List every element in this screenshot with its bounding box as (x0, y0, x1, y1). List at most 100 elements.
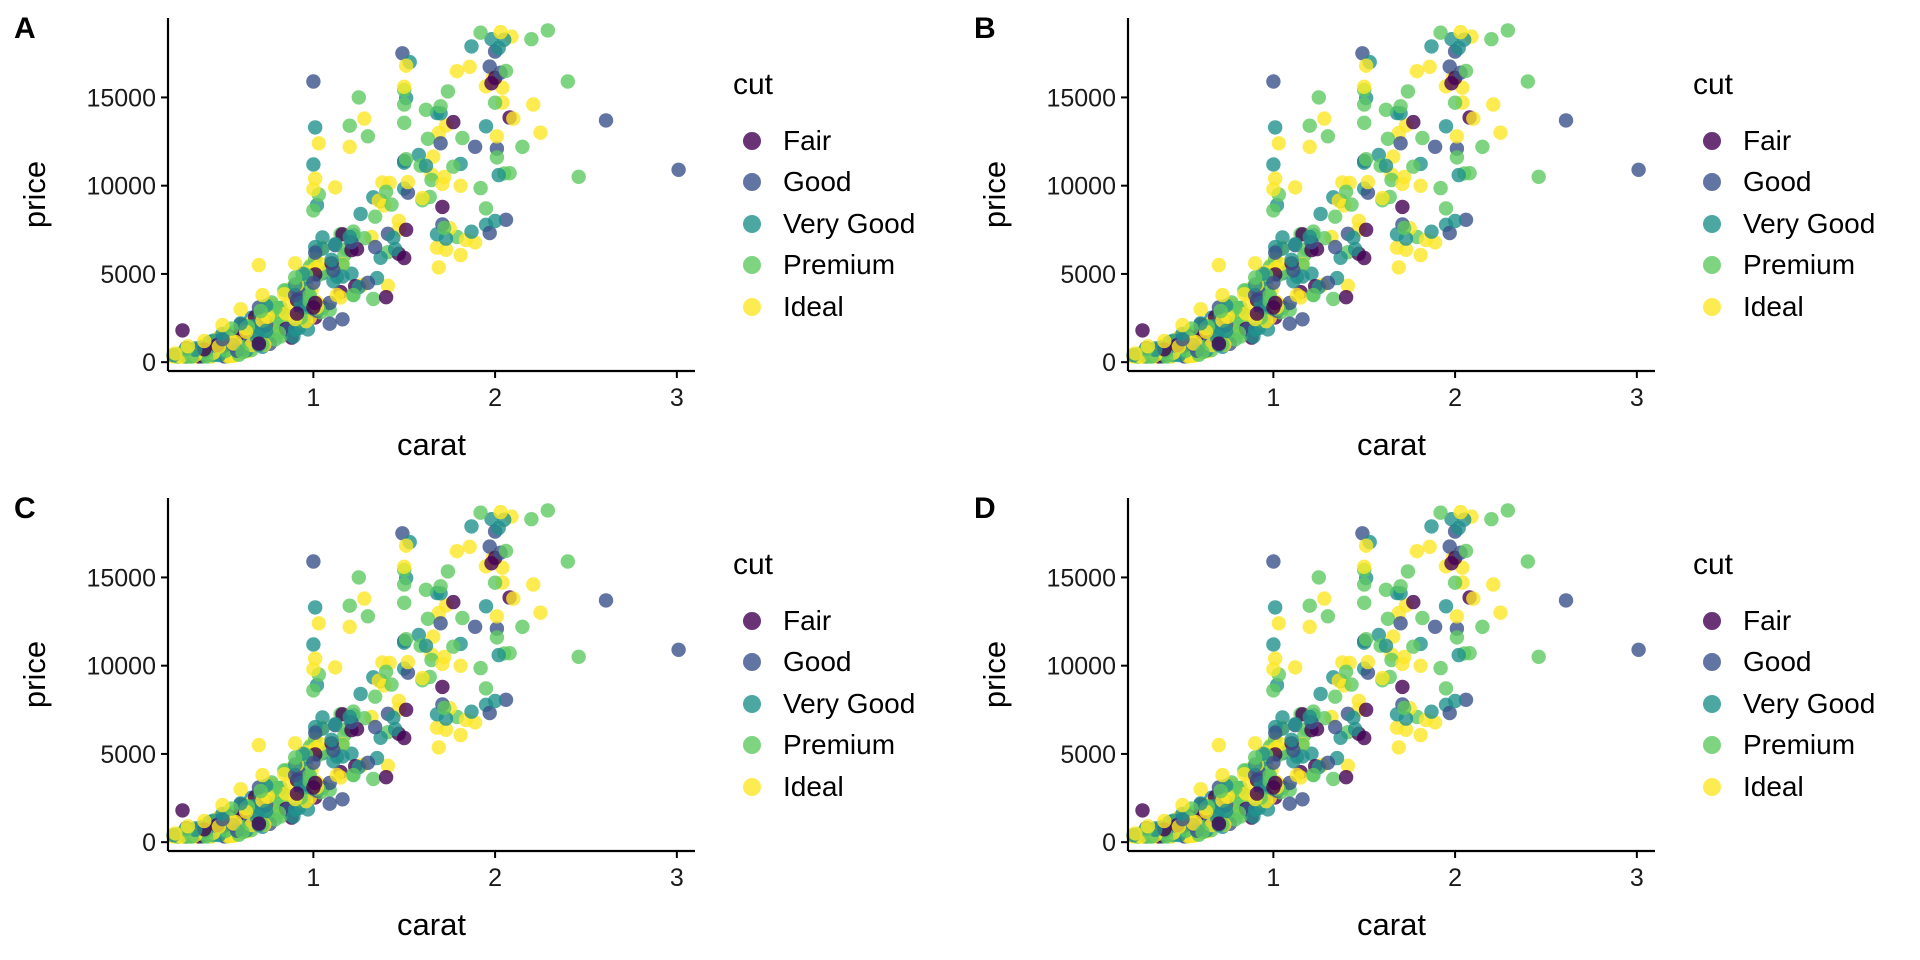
data-point (1449, 129, 1465, 144)
data-point (1393, 136, 1408, 151)
data-point (1266, 74, 1281, 89)
data-point (1378, 582, 1394, 597)
data-point (1228, 812, 1243, 827)
legend-key-icon (743, 611, 761, 630)
data-point (1344, 197, 1359, 212)
data-point (464, 39, 479, 54)
legend-item: Premium (733, 245, 915, 287)
data-point (326, 743, 341, 758)
data-point (1453, 24, 1468, 40)
data-point (1427, 139, 1443, 154)
data-point (1409, 63, 1425, 79)
data-point (1333, 250, 1348, 265)
y-axis-label: price (977, 641, 1012, 708)
data-point (1427, 619, 1443, 634)
legend-key-icon (743, 653, 761, 672)
data-point (506, 111, 521, 126)
legend-item: Good (733, 642, 915, 684)
y-axis-label: price (17, 161, 52, 228)
data-point (1218, 803, 1234, 819)
data-point (360, 129, 376, 144)
legend-label: Fair (783, 124, 832, 156)
data-point (598, 113, 614, 128)
legend-key-icon (1703, 611, 1721, 630)
legend-key-icon (1703, 736, 1721, 755)
data-point (1438, 681, 1454, 696)
x-tick-label: 1 (306, 384, 320, 412)
data-point (342, 709, 357, 725)
data-point (233, 302, 248, 317)
legend-label: Ideal (1743, 770, 1804, 802)
x-tick-label: 2 (1448, 384, 1462, 412)
data-point (446, 594, 461, 610)
data-point (1380, 131, 1396, 146)
data-point (1175, 317, 1190, 333)
data-point (397, 79, 412, 95)
data-point (515, 619, 530, 634)
data-point (288, 287, 303, 303)
data-point (1302, 118, 1317, 133)
data-point (540, 23, 555, 38)
data-point (326, 263, 341, 278)
data-point (357, 231, 372, 246)
data-point (378, 184, 394, 199)
data-point (453, 178, 468, 193)
data-point (1271, 136, 1286, 151)
data-point (502, 646, 517, 661)
data-point (233, 782, 248, 797)
data-point (1458, 63, 1474, 79)
legend: cut Fair Good Very Good Premium Ideal (733, 550, 915, 808)
data-point (1378, 102, 1394, 118)
data-point (487, 693, 503, 709)
data-point (329, 287, 345, 303)
data-point (1348, 721, 1363, 737)
data-point (1406, 639, 1421, 654)
legend-label: Premium (1743, 729, 1856, 761)
y-tick-label: 10000 (86, 653, 156, 681)
data-point (1268, 725, 1283, 740)
legend-label: Good (1743, 166, 1812, 198)
panel-tag: B (974, 12, 996, 45)
data-point (533, 605, 548, 620)
data-point (1275, 710, 1290, 725)
data-point (1360, 654, 1376, 670)
y-tick-label: 0 (142, 349, 156, 377)
data-point (1451, 647, 1466, 663)
data-point (411, 147, 426, 163)
data-point (1317, 711, 1332, 726)
data-point (1442, 59, 1457, 74)
data-point (1266, 275, 1281, 290)
data-point (1249, 786, 1265, 801)
data-point (1340, 758, 1356, 773)
data-point (1378, 638, 1394, 653)
data-point (1371, 147, 1386, 163)
data-point (1442, 539, 1457, 554)
data-point (415, 190, 430, 206)
data-point (368, 689, 383, 704)
data-point (1328, 689, 1343, 704)
data-point (1338, 290, 1354, 305)
legend-item: Premium (733, 725, 915, 767)
data-point (357, 111, 372, 126)
data-point (433, 136, 448, 151)
data-point (498, 212, 514, 227)
legend-title: cut (1693, 68, 1734, 101)
legend-label: Premium (1743, 249, 1856, 281)
data-point (1268, 295, 1283, 311)
data-point (1398, 722, 1414, 737)
data-point (464, 704, 479, 719)
data-point (424, 172, 439, 188)
data-point (1284, 252, 1299, 267)
data-point (306, 157, 321, 172)
data-point (440, 564, 456, 579)
data-point (487, 95, 503, 110)
x-tick-label: 3 (670, 864, 684, 892)
data-point (373, 250, 388, 265)
panel-tag: D (974, 492, 996, 525)
data-point (1397, 220, 1412, 236)
data-point (1358, 58, 1374, 73)
data-point (1195, 824, 1210, 840)
data-point (235, 824, 250, 840)
legend: cut Fair Good Very Good Premium Ideal (1693, 70, 1875, 328)
data-point (308, 651, 323, 666)
